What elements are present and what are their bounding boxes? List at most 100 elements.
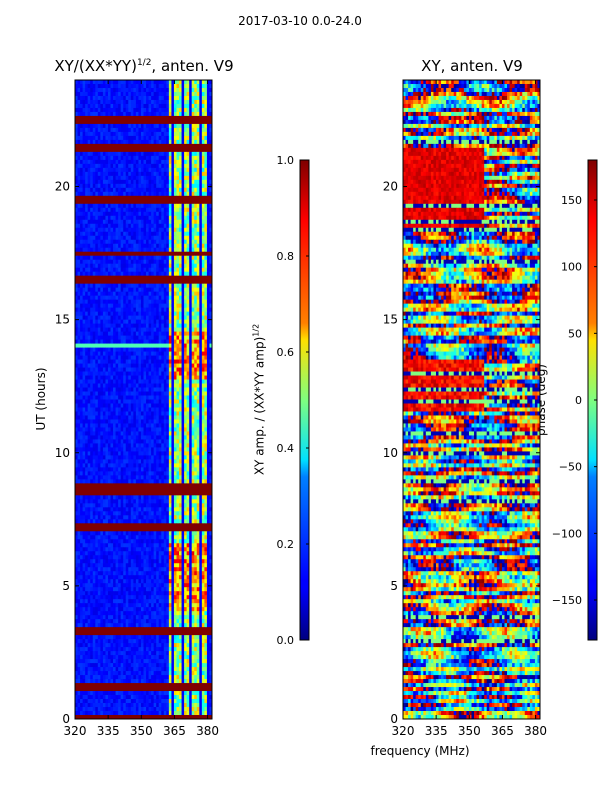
amplitude-cell — [131, 280, 134, 284]
amplitude-cell — [156, 320, 159, 324]
amplitude-cell — [80, 320, 83, 324]
amplitude-cell — [111, 304, 114, 308]
amplitude-cell — [202, 172, 205, 176]
amplitude-cell — [123, 427, 126, 431]
amplitude-cell — [83, 124, 86, 128]
amplitude-cell — [184, 320, 187, 324]
amplitude-cell — [85, 244, 88, 248]
amplitude-cell — [176, 308, 179, 312]
amplitude-cell — [121, 148, 124, 152]
amplitude-cell — [131, 152, 134, 156]
amplitude-cell — [159, 276, 162, 280]
amplitude-cell — [138, 332, 141, 336]
amplitude-cell — [189, 228, 192, 232]
amplitude-cell — [138, 200, 141, 204]
amplitude-cell — [187, 192, 190, 196]
amplitude-cell — [123, 443, 126, 447]
amplitude-cell — [78, 435, 81, 439]
amplitude-cell — [154, 120, 157, 124]
amplitude-cell — [141, 380, 144, 384]
amplitude-cell — [80, 447, 83, 451]
amplitude-cell — [161, 92, 164, 96]
amplitude-cell — [138, 296, 141, 300]
amplitude-cell — [95, 348, 98, 352]
amplitude-cell — [156, 248, 159, 252]
amplitude-cell — [182, 376, 185, 380]
amplitude-cell — [138, 188, 141, 192]
amplitude-cell — [187, 112, 190, 116]
amplitude-cell — [116, 368, 119, 372]
amplitude-cell — [111, 224, 114, 228]
amplitude-cell — [189, 180, 192, 184]
amplitude-cell — [166, 284, 169, 288]
amplitude-cell — [88, 328, 91, 332]
amplitude-cell — [100, 116, 103, 120]
amplitude-cell — [197, 427, 200, 431]
amplitude-cell — [111, 284, 114, 288]
amplitude-cell — [123, 212, 126, 216]
amplitude-cell — [126, 132, 129, 136]
amplitude-cell — [141, 403, 144, 407]
amplitude-cell — [141, 204, 144, 208]
amplitude-cell — [184, 120, 187, 124]
amplitude-cell — [111, 332, 114, 336]
amplitude-cell — [176, 431, 179, 435]
amplitude-cell — [80, 148, 83, 152]
amplitude-cell — [207, 228, 210, 232]
amplitude-cell — [100, 388, 103, 392]
amplitude-cell — [156, 240, 159, 244]
amplitude-cell — [98, 423, 101, 427]
amplitude-cell — [164, 407, 167, 411]
amplitude-cell — [105, 332, 108, 336]
amplitude-cell — [80, 256, 83, 260]
amplitude-cell — [146, 216, 149, 220]
amplitude-cell — [151, 260, 154, 264]
amplitude-cell — [187, 296, 190, 300]
amplitude-cell — [154, 272, 157, 276]
amplitude-cell — [176, 80, 179, 84]
amplitude-cell — [166, 364, 169, 368]
amplitude-cell — [156, 252, 159, 256]
amplitude-cell — [133, 80, 136, 84]
amplitude-cell — [154, 144, 157, 148]
amplitude-cell — [108, 132, 111, 136]
amplitude-cell — [207, 384, 210, 388]
amplitude-cell — [159, 312, 162, 316]
amplitude-cell — [95, 336, 98, 340]
amplitude-cell — [131, 376, 134, 380]
amplitude-cell — [182, 348, 185, 352]
amplitude-cell — [176, 280, 179, 284]
amplitude-cell — [144, 431, 147, 435]
amplitude-cell — [171, 100, 174, 104]
amplitude-cell — [146, 304, 149, 308]
amplitude-cell — [156, 364, 159, 368]
amplitude-cell — [88, 332, 91, 336]
amplitude-cell — [83, 427, 86, 431]
amplitude-cell — [78, 252, 81, 256]
amplitude-cell — [144, 164, 147, 168]
amplitude-cell — [128, 380, 131, 384]
amplitude-cell — [83, 364, 86, 368]
amplitude-cell — [189, 240, 192, 244]
amplitude-cell — [174, 376, 177, 380]
amplitude-cell — [184, 264, 187, 268]
amplitude-cell — [133, 284, 136, 288]
amplitude-cell — [182, 256, 185, 260]
amplitude-cell — [90, 244, 93, 248]
amplitude-cell — [159, 124, 162, 128]
amplitude-cell — [116, 372, 119, 376]
amplitude-cell — [90, 288, 93, 292]
amplitude-cell — [113, 380, 116, 384]
amplitude-cell — [133, 236, 136, 240]
amplitude-cell — [202, 152, 205, 156]
amplitude-cell — [108, 300, 111, 304]
amplitude-cell — [192, 348, 195, 352]
amplitude-cell — [136, 208, 139, 212]
amplitude-cell — [138, 272, 141, 276]
amplitude-cell — [146, 220, 149, 224]
amplitude-cell — [100, 144, 103, 148]
amplitude-cell — [133, 344, 136, 348]
amplitude-cell — [111, 368, 114, 372]
amplitude-cell — [159, 260, 162, 264]
amplitude-cell — [164, 196, 167, 200]
